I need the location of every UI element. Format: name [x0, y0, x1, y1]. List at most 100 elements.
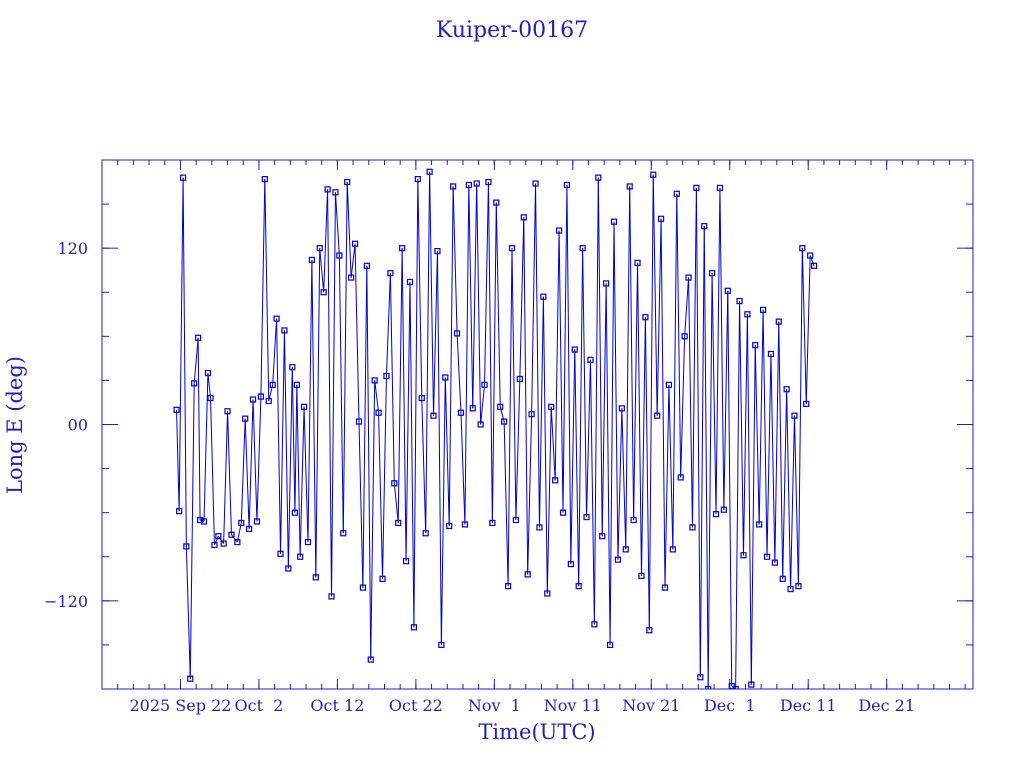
series-segment [727, 290, 733, 687]
series-segment [762, 309, 768, 557]
data-point [351, 240, 359, 247]
series-segment [695, 187, 701, 678]
series-segment [793, 415, 799, 587]
data-point [383, 372, 390, 380]
data-point [685, 274, 692, 281]
data-point [654, 412, 661, 419]
data-point [261, 176, 268, 183]
series-segment [429, 171, 435, 416]
series-segment [197, 337, 201, 521]
series-segment [621, 408, 627, 550]
series-segment [476, 183, 482, 425]
series-segment [664, 384, 670, 588]
series-segment [210, 398, 215, 546]
series-segment [605, 283, 611, 645]
series-segment [770, 353, 776, 563]
y-axis-ticks [102, 159, 973, 690]
data-point [799, 245, 806, 252]
data-point [453, 330, 461, 337]
data-point [587, 356, 594, 363]
data-point [763, 553, 771, 560]
series-segment [460, 412, 466, 525]
series-segment [358, 421, 364, 588]
data-point [379, 575, 386, 582]
series-segment [719, 187, 725, 510]
y-axis-label: Long E (deg) [3, 356, 27, 494]
data-point [548, 403, 555, 410]
data-point [567, 560, 574, 568]
series-segment [374, 380, 380, 413]
data-point [196, 516, 204, 524]
data-point [481, 381, 488, 388]
data-point [242, 415, 249, 422]
series-segment [342, 182, 348, 534]
x-tick-label: Oct 12 [310, 696, 364, 715]
data-point [638, 572, 645, 579]
x-axis-label: Time(UTC) [478, 720, 595, 744]
y-axis-tick-labels: 120 00 −120 [44, 239, 88, 611]
data-point [191, 380, 198, 387]
series-segment [597, 177, 603, 537]
series-segment [468, 184, 474, 409]
data-point [285, 565, 292, 572]
series-segment [507, 248, 513, 587]
data-point [771, 559, 778, 566]
data-point [559, 509, 567, 516]
x-tick-label: Dec 21 [858, 696, 915, 715]
data-point [308, 256, 316, 264]
x-tick-label: Nov 11 [544, 696, 602, 715]
data-point [183, 543, 190, 550]
data-point [291, 509, 299, 516]
data-point [689, 524, 696, 531]
series-segment [182, 177, 187, 547]
data-point [300, 403, 308, 410]
data-point [277, 550, 284, 557]
series-segment [217, 535, 225, 544]
data-point [712, 511, 720, 518]
data-point [473, 180, 480, 187]
data-point [238, 519, 245, 527]
data-point [716, 184, 724, 192]
data-point [336, 252, 343, 259]
data-point [681, 333, 688, 340]
series-segment [409, 281, 415, 628]
data-point [442, 374, 449, 381]
data-point [489, 519, 496, 527]
y-tick-label: −120 [44, 592, 88, 611]
series-segment [248, 399, 254, 529]
series-segment [805, 255, 811, 404]
series-segment [334, 192, 340, 256]
series-segment [331, 192, 336, 597]
series-segment [327, 189, 333, 597]
data-point [187, 675, 194, 682]
data-point [328, 593, 335, 600]
data-point [708, 270, 716, 277]
series-segment [480, 384, 486, 425]
x-axis-ticks [101, 160, 966, 689]
series-segment [578, 248, 584, 587]
series-segment [546, 406, 552, 594]
x-tick-label: 2025 Sep 22 [130, 696, 232, 715]
series-segment [574, 349, 580, 587]
data-point [614, 556, 622, 563]
series-segment [436, 251, 442, 645]
series-segment [688, 277, 693, 528]
series-segment [296, 384, 301, 557]
data-point [583, 513, 590, 521]
data-point [179, 174, 187, 181]
series-segment [715, 187, 721, 515]
series-segment [280, 330, 285, 554]
series-segment [223, 411, 229, 544]
data-point [391, 480, 398, 487]
data-point [418, 394, 425, 402]
data-point [387, 270, 394, 277]
data-point [807, 252, 814, 259]
data-point [634, 259, 641, 266]
data-point [461, 521, 469, 528]
data-point [200, 518, 208, 525]
series-segment [535, 183, 540, 528]
x-tick-label: Nov 21 [622, 696, 680, 715]
data-point [779, 575, 786, 582]
data-point [740, 552, 747, 559]
series-segment [294, 384, 298, 513]
